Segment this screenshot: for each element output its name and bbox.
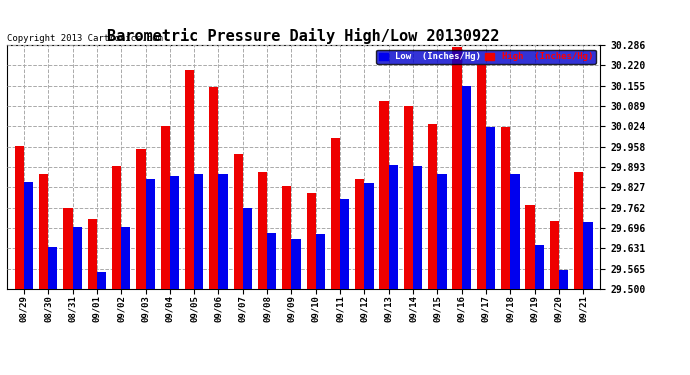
Bar xyxy=(428,124,437,289)
Bar xyxy=(97,272,106,289)
Bar xyxy=(194,174,204,289)
Bar xyxy=(501,128,511,289)
Bar xyxy=(24,182,33,289)
Bar xyxy=(63,208,72,289)
Bar xyxy=(364,183,374,289)
Bar xyxy=(209,87,219,289)
Bar xyxy=(185,70,194,289)
Text: Copyright 2013 Cartronics.com: Copyright 2013 Cartronics.com xyxy=(7,34,163,43)
Bar xyxy=(453,47,462,289)
Bar xyxy=(388,165,398,289)
Bar xyxy=(413,166,422,289)
Bar xyxy=(477,66,486,289)
Bar xyxy=(48,247,57,289)
Bar xyxy=(14,146,24,289)
Bar xyxy=(525,205,535,289)
Bar xyxy=(535,245,544,289)
Bar xyxy=(219,174,228,289)
Bar xyxy=(331,138,340,289)
Bar xyxy=(161,126,170,289)
Bar xyxy=(72,227,82,289)
Bar xyxy=(137,149,146,289)
Bar xyxy=(380,101,388,289)
Bar xyxy=(316,234,325,289)
Bar xyxy=(583,222,593,289)
Bar xyxy=(121,227,130,289)
Bar xyxy=(437,174,446,289)
Bar xyxy=(511,174,520,289)
Bar xyxy=(340,199,349,289)
Title: Barometric Pressure Daily High/Low 20130922: Barometric Pressure Daily High/Low 20130… xyxy=(108,28,500,44)
Bar xyxy=(404,106,413,289)
Bar xyxy=(88,219,97,289)
Bar xyxy=(355,178,364,289)
Bar xyxy=(112,166,121,289)
Bar xyxy=(243,208,252,289)
Bar xyxy=(233,154,243,289)
Bar xyxy=(574,172,583,289)
Bar xyxy=(267,233,277,289)
Bar xyxy=(550,220,559,289)
Bar xyxy=(559,270,568,289)
Bar xyxy=(306,193,316,289)
Bar xyxy=(39,174,48,289)
Bar xyxy=(146,178,155,289)
Bar xyxy=(258,172,267,289)
Bar xyxy=(486,128,495,289)
Bar xyxy=(170,176,179,289)
Bar xyxy=(282,186,291,289)
Legend: Low  (Inches/Hg), High  (Inches/Hg): Low (Inches/Hg), High (Inches/Hg) xyxy=(376,50,595,64)
Bar xyxy=(291,239,301,289)
Bar xyxy=(462,86,471,289)
